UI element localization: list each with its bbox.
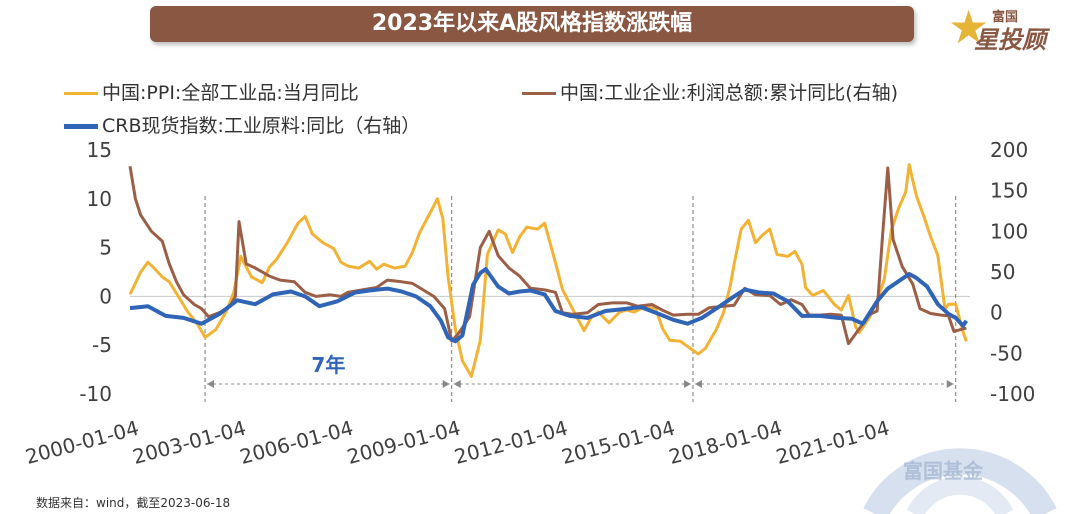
x-tick-label: 2015-01-04 — [559, 416, 677, 469]
x-tick-label: 2000-01-04 — [23, 416, 141, 469]
y-right-tick-label: 200 — [990, 138, 1028, 162]
y-right-tick-label: -50 — [990, 341, 1023, 365]
logo-small-text: 富国 — [992, 10, 1019, 25]
cycle-annotation: 7年 — [311, 353, 345, 377]
arrow-head-left — [207, 380, 215, 388]
y-left-tick-label: -5 — [92, 333, 112, 357]
arrow-head-left — [694, 380, 702, 388]
crb-line — [129, 267, 969, 344]
y-left-tick-label: 0 — [99, 284, 112, 308]
chart-title: 2023年以来A股风格指数涨跌幅 — [150, 6, 914, 42]
y-right-tick-label: 0 — [990, 301, 1003, 325]
x-tick-label: 2006-01-04 — [237, 416, 355, 469]
legend-swatch-crb — [64, 124, 98, 129]
y-left-tick-label: 10 — [87, 187, 112, 211]
data-source-note: 数据来自：wind，截至2023-06-18 — [36, 496, 231, 510]
legend-label-profit: 中国:工业企业:利润总额:累计同比(右轴) — [560, 82, 899, 104]
x-tick-label: 2009-01-04 — [345, 416, 463, 469]
legend-item-profit: 中国:工业企业:利润总额:累计同比(右轴) — [522, 78, 898, 105]
profit-line — [128, 166, 967, 346]
y-left-tick-label: -10 — [79, 382, 112, 406]
y-right-tick-label: 150 — [990, 179, 1028, 203]
arrow-head-left — [453, 380, 461, 388]
x-tick-label: 2012-01-04 — [452, 416, 570, 469]
watermark-logo — [863, 448, 1057, 514]
legend-swatch-profit — [522, 92, 556, 95]
star-icon: ★ — [948, 0, 990, 54]
x-tick-label: 2003-01-04 — [130, 416, 248, 469]
y-right-tick-label: 100 — [990, 219, 1028, 243]
y-right-tick-label: -100 — [990, 382, 1035, 406]
legend-label-crb: CRB现货指数:工业原料:同比（右轴） — [102, 115, 421, 137]
logo-big-text: 星投顾 — [974, 26, 1046, 54]
y-right-tick-label: 50 — [990, 260, 1015, 284]
ppi-line — [128, 163, 968, 378]
y-left-tick-label: 15 — [87, 138, 112, 162]
arrow-head-right — [442, 380, 450, 388]
y-left-tick-label: 5 — [99, 236, 112, 260]
legend-label-ppi: 中国:PPI:全部工业品:当月同比 — [102, 82, 359, 104]
brand-logo: ★ 富国 星投顾 — [948, 2, 1076, 54]
legend-swatch-ppi — [64, 92, 98, 95]
watermark-text: 富国基金 — [903, 459, 983, 483]
arrow-head-right — [946, 380, 954, 388]
legend-item-ppi: 中国:PPI:全部工业品:当月同比 — [64, 78, 359, 105]
x-tick-label: 2018-01-04 — [666, 416, 784, 469]
arrow-head-right — [683, 380, 691, 388]
legend-item-crb: CRB现货指数:工业原料:同比（右轴） — [64, 111, 420, 138]
x-tick-label: 2021-01-04 — [773, 416, 891, 469]
